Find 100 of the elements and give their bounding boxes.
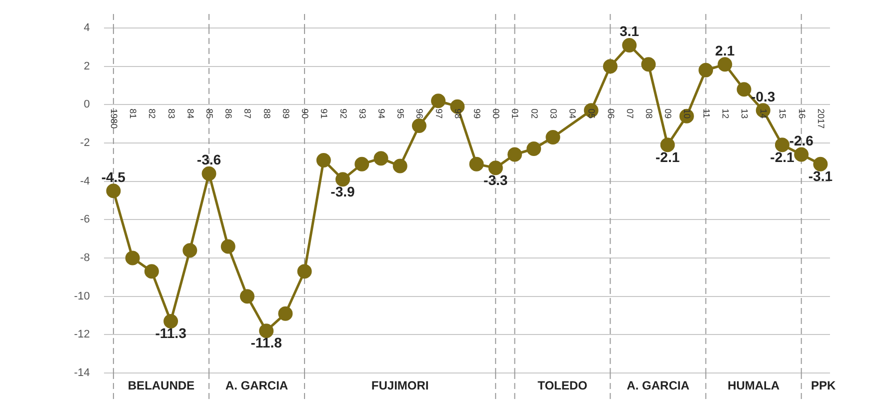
point — [374, 151, 388, 166]
x-tick-label: 94 — [376, 108, 386, 119]
data-label: -11.8 — [250, 334, 282, 351]
y-tick-label: -14 — [74, 367, 90, 380]
point — [182, 243, 198, 258]
point — [164, 314, 178, 328]
point — [144, 264, 159, 279]
x-tick-label: 15 — [778, 108, 788, 119]
x-tick-label: 89 — [280, 108, 291, 119]
point — [641, 57, 656, 72]
x-tick-label: 93 — [357, 108, 368, 119]
x-tick-label: 00 — [491, 108, 502, 119]
point — [622, 38, 637, 52]
y-tick-label: -2 — [80, 137, 90, 150]
data-label: 2.1 — [715, 42, 735, 58]
point — [316, 153, 331, 168]
point — [736, 82, 752, 97]
x-tick-label: 99 — [472, 108, 482, 119]
y-tick-label: 0 — [84, 98, 90, 111]
data-label: -2.1 — [656, 148, 680, 165]
point — [507, 147, 522, 162]
data-label: -0.3 — [751, 88, 776, 104]
point — [431, 94, 446, 108]
text: FUJIMORI — [371, 378, 429, 392]
x-tick-label: 09 — [663, 108, 674, 119]
x-tick-label: 95 — [396, 108, 406, 119]
x-tick-label: 91 — [319, 108, 330, 119]
data-label: -3.1 — [808, 168, 833, 184]
x-tick-label: 01 — [510, 108, 520, 119]
x-tick-label: 92 — [338, 108, 348, 119]
y-tick-label: -10 — [74, 290, 90, 302]
x-tick-label: 06 — [606, 108, 616, 119]
point — [813, 156, 828, 172]
text: HUMALA — [728, 378, 780, 392]
x-tick-label: 1980 — [108, 108, 119, 129]
point — [488, 160, 503, 176]
y-tick-label: -4 — [80, 175, 90, 188]
point — [240, 289, 254, 304]
x-tick-label: 07 — [624, 108, 635, 119]
x-tick-label: 13 — [740, 108, 750, 119]
x-tick-label: 82 — [147, 108, 158, 119]
y-tick-label: -12 — [74, 328, 90, 341]
x-tick-label: 98 — [452, 108, 463, 119]
x-tick-label: 02 — [529, 108, 540, 119]
point — [202, 166, 216, 181]
point — [412, 118, 426, 133]
x-tick-label: 86 — [224, 108, 234, 119]
x-tick-label: 04 — [568, 108, 578, 119]
x-tick-label: 08 — [644, 108, 654, 119]
x-tick-label: 10 — [682, 108, 692, 119]
x-tick-label: 81 — [128, 108, 138, 119]
x-tick-label: 12 — [720, 108, 730, 119]
point — [469, 156, 484, 172]
y-tick-label: -8 — [80, 252, 90, 264]
text: BELAUNDE — [128, 378, 195, 392]
x-tick-label: 11 — [701, 108, 712, 118]
x-tick-label: 88 — [262, 108, 272, 119]
x-tick-label: 14 — [758, 108, 769, 119]
point — [698, 62, 714, 78]
x-tick-label: 83 — [166, 108, 176, 119]
text: A. GARCIA — [626, 378, 690, 392]
x-tick-label: 85 — [204, 108, 215, 119]
x-tick-label: 16 — [796, 108, 807, 119]
x-tick-label: 2017 — [816, 108, 826, 129]
y-tick-label: 4 — [84, 22, 90, 34]
point — [259, 324, 274, 338]
text: A. GARCIA — [225, 378, 288, 392]
data-label: -3.6 — [196, 152, 222, 168]
data-label: -3.3 — [484, 172, 508, 188]
data-label: -2.6 — [789, 132, 814, 148]
point — [106, 184, 121, 198]
x-tick-label: 05 — [586, 108, 597, 119]
point — [774, 138, 790, 152]
x-tick-label: 84 — [185, 108, 196, 119]
text: TOLEDO — [538, 378, 588, 392]
point — [603, 59, 618, 74]
x-tick-label: 90 — [300, 108, 310, 119]
data-label: 3.1 — [620, 23, 640, 40]
data-label: -3.9 — [330, 183, 356, 200]
point — [125, 250, 140, 266]
point — [718, 57, 732, 72]
point — [392, 158, 408, 174]
x-tick-label: 96 — [414, 108, 425, 119]
point — [794, 147, 809, 162]
point — [354, 156, 370, 172]
point — [278, 306, 293, 321]
y-tick-label: -6 — [80, 214, 90, 226]
point — [546, 130, 560, 144]
point — [220, 239, 236, 254]
data-label: -2.1 — [770, 148, 795, 165]
text: PPK — [810, 378, 836, 392]
data-label: -4.5 — [101, 168, 126, 185]
x-tick-label: 87 — [242, 108, 253, 119]
data-label: -11.3 — [155, 325, 187, 342]
y-tick-label: 2 — [84, 60, 90, 72]
x-tick-label: 97 — [434, 108, 444, 119]
x-tick-label: 03 — [548, 108, 558, 119]
point — [660, 138, 675, 152]
point — [526, 142, 542, 156]
point — [297, 264, 312, 279]
